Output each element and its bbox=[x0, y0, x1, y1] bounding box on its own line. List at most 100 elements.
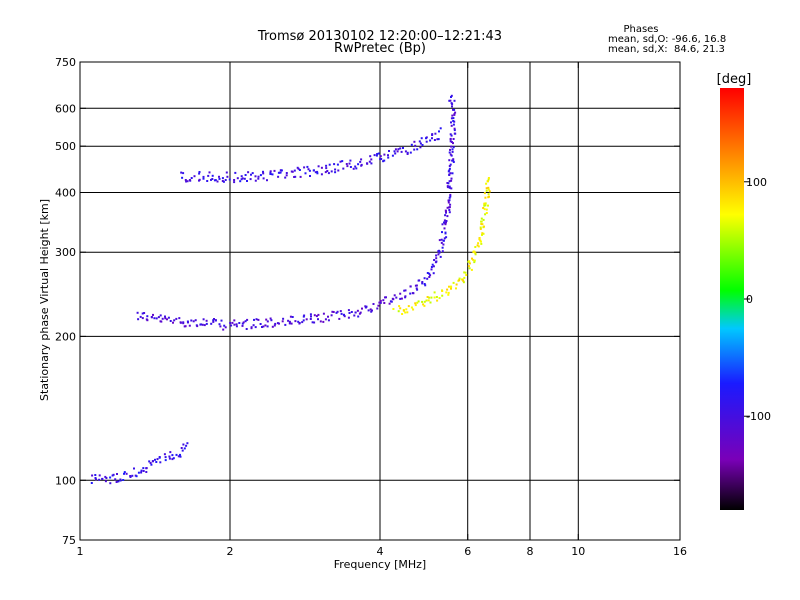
echo-point-0-163 bbox=[378, 301, 381, 304]
echo-point-4-9 bbox=[104, 480, 107, 483]
echo-point-3-170 bbox=[431, 137, 433, 140]
echo-point-1-98 bbox=[448, 159, 451, 162]
echo-point-3-145 bbox=[394, 152, 397, 155]
echo-point-2-78 bbox=[477, 242, 480, 245]
echo-point-3-72 bbox=[285, 174, 288, 177]
echo-point-1-122 bbox=[450, 124, 453, 127]
echo-point-3-64 bbox=[277, 171, 280, 174]
echo-point-1-96 bbox=[451, 159, 454, 162]
echo-point-4-42 bbox=[149, 462, 152, 464]
echo-point-2-104 bbox=[483, 204, 486, 207]
echo-point-0-147 bbox=[354, 311, 357, 314]
echo-point-3-20 bbox=[211, 178, 214, 180]
echo-point-0-88 bbox=[266, 320, 269, 323]
echo-point-1-92 bbox=[447, 170, 450, 173]
echo-point-3-84 bbox=[306, 165, 309, 168]
echo-point-1-61 bbox=[446, 215, 449, 218]
y-tick-label-5: 500 bbox=[55, 140, 76, 153]
chart-subtitle: RwPretec (Bp) bbox=[334, 41, 426, 56]
echo-point-0-168 bbox=[384, 296, 386, 299]
echo-point-3-1 bbox=[181, 176, 184, 179]
echo-point-1-85 bbox=[447, 182, 450, 185]
echo-point-0-134 bbox=[335, 311, 338, 314]
echo-point-4-5 bbox=[98, 478, 101, 481]
echo-point-3-48 bbox=[251, 172, 254, 175]
echo-point-0-178 bbox=[400, 297, 403, 300]
echo-point-2-53 bbox=[464, 271, 467, 274]
echo-point-1-140 bbox=[450, 96, 452, 98]
echo-point-3-98 bbox=[327, 172, 330, 175]
echo-point-2-101 bbox=[484, 204, 487, 207]
echo-point-0-90 bbox=[271, 325, 274, 328]
echo-point-4-28 bbox=[131, 474, 134, 477]
echo-point-2-35 bbox=[446, 288, 449, 291]
echo-point-3-82 bbox=[303, 166, 306, 169]
echo-point-0-38 bbox=[190, 319, 193, 322]
echo-point-1-29 bbox=[435, 257, 438, 260]
x-axis-label: Frequency [MHz] bbox=[334, 558, 426, 571]
echo-point-4-35 bbox=[142, 467, 145, 470]
echo-point-2-54 bbox=[463, 276, 466, 279]
echo-point-4-27 bbox=[129, 475, 132, 477]
echo-point-0-89 bbox=[269, 317, 272, 320]
echo-point-4-57 bbox=[168, 457, 171, 460]
echo-point-1-103 bbox=[450, 154, 453, 157]
echo-point-1-42 bbox=[438, 239, 441, 242]
echo-point-2-20 bbox=[423, 304, 426, 307]
echo-point-1-40 bbox=[441, 246, 444, 249]
echo-point-1-5 bbox=[409, 285, 412, 288]
echo-point-0-21 bbox=[164, 317, 167, 320]
echo-point-0-52 bbox=[213, 318, 215, 320]
echo-point-1-59 bbox=[445, 220, 448, 222]
echo-point-3-60 bbox=[269, 170, 272, 173]
echo-point-2-43 bbox=[455, 287, 457, 290]
echo-point-1-114 bbox=[449, 133, 452, 136]
echo-point-0-132 bbox=[336, 310, 339, 313]
echo-point-2-84 bbox=[482, 232, 485, 235]
echo-point-4-55 bbox=[169, 451, 172, 454]
echo-point-3-51 bbox=[257, 175, 260, 178]
echo-point-3-75 bbox=[293, 176, 296, 178]
echo-point-0-135 bbox=[340, 312, 343, 315]
echo-point-4-22 bbox=[123, 472, 125, 475]
echo-point-2-71 bbox=[473, 250, 476, 253]
echo-point-0-40 bbox=[196, 325, 199, 328]
echo-point-1-39 bbox=[441, 250, 444, 253]
echo-point-3-39 bbox=[240, 178, 243, 181]
echo-point-3-144 bbox=[391, 154, 394, 157]
echo-point-2-63 bbox=[468, 262, 471, 265]
echo-point-3-83 bbox=[304, 172, 307, 175]
axis-ticks: 1 2 4 6 8 10 16 75 100 200 300 400 500 600 750 bbox=[55, 56, 687, 558]
echo-point-1-58 bbox=[443, 219, 446, 222]
echo-point-0-179 bbox=[403, 289, 406, 292]
echo-point-4-44 bbox=[151, 460, 154, 463]
echo-point-1-106 bbox=[450, 145, 453, 148]
echo-point-3-37 bbox=[236, 177, 239, 180]
echo-point-0-56 bbox=[218, 323, 221, 326]
echo-point-0-65 bbox=[233, 323, 236, 326]
echo-point-0-82 bbox=[257, 318, 260, 321]
echo-point-2-108 bbox=[488, 195, 490, 198]
echo-point-3-120 bbox=[360, 158, 363, 161]
echo-point-1-13 bbox=[418, 279, 421, 282]
echo-point-4-15 bbox=[114, 478, 117, 481]
echo-point-1-45 bbox=[442, 239, 445, 242]
echo-point-3-33 bbox=[228, 178, 231, 181]
echo-point-4-8 bbox=[101, 478, 104, 480]
echo-point-2-120 bbox=[487, 177, 490, 179]
echo-point-3-76 bbox=[293, 169, 296, 172]
echo-point-3-107 bbox=[336, 163, 339, 166]
echo-point-2-40 bbox=[448, 285, 450, 288]
echo-point-3-101 bbox=[328, 163, 331, 166]
echo-point-0-94 bbox=[278, 322, 280, 325]
echo-point-3-117 bbox=[354, 165, 357, 168]
echo-point-3-156 bbox=[410, 143, 413, 146]
echo-point-3-172 bbox=[433, 139, 436, 141]
echo-point-2-93 bbox=[480, 220, 483, 223]
echo-point-3-53 bbox=[257, 177, 260, 180]
echo-point-0-37 bbox=[192, 320, 195, 323]
echo-point-0-112 bbox=[302, 315, 305, 318]
echo-point-0-61 bbox=[229, 322, 232, 324]
echo-point-4-23 bbox=[122, 479, 125, 481]
echo-point-2-45 bbox=[455, 283, 458, 286]
